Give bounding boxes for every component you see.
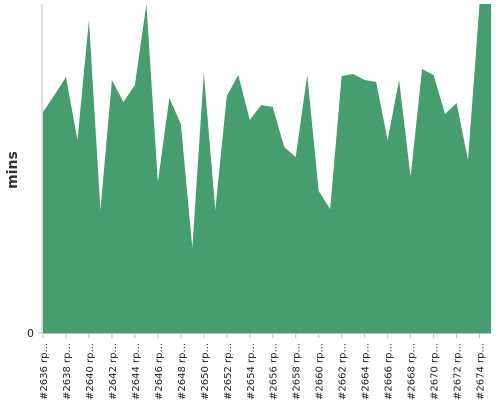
x-tick-label: #2674 rp... — [476, 343, 487, 400]
x-tick-label: #2656 rp... — [269, 343, 280, 400]
x-tick-label: #2640 rp... — [85, 343, 96, 400]
x-tick-label: #2666 rp... — [384, 343, 395, 400]
x-tick-label: #2646 rp... — [154, 343, 165, 400]
x-tick-label: #2636 rp... — [39, 343, 50, 400]
x-tick-label: #2638 rp... — [62, 343, 73, 400]
x-tick-label: #2668 rp... — [407, 343, 418, 400]
area — [43, 4, 491, 333]
x-tick-label: #2650 rp... — [200, 343, 211, 400]
x-tick-label: #2648 rp... — [177, 343, 188, 400]
y-tick-label: 0 — [27, 327, 34, 340]
x-tick-label: #2652 rp... — [223, 343, 234, 400]
x-tick-label: #2670 rp... — [430, 343, 441, 400]
x-tick-label: #2664 rp... — [361, 343, 372, 400]
x-tick-label: #2672 rp... — [453, 343, 464, 400]
x-tick-label: #2642 rp... — [108, 343, 119, 400]
x-tick-label: #2660 rp... — [315, 343, 326, 400]
x-tick-label: #2644 rp... — [131, 343, 142, 400]
x-tick-label: #2662 rp... — [338, 343, 349, 400]
y-axis-label: mins — [5, 151, 21, 189]
x-tick-label: #2654 rp... — [246, 343, 257, 400]
x-tick-label: #2658 rp... — [292, 343, 303, 400]
